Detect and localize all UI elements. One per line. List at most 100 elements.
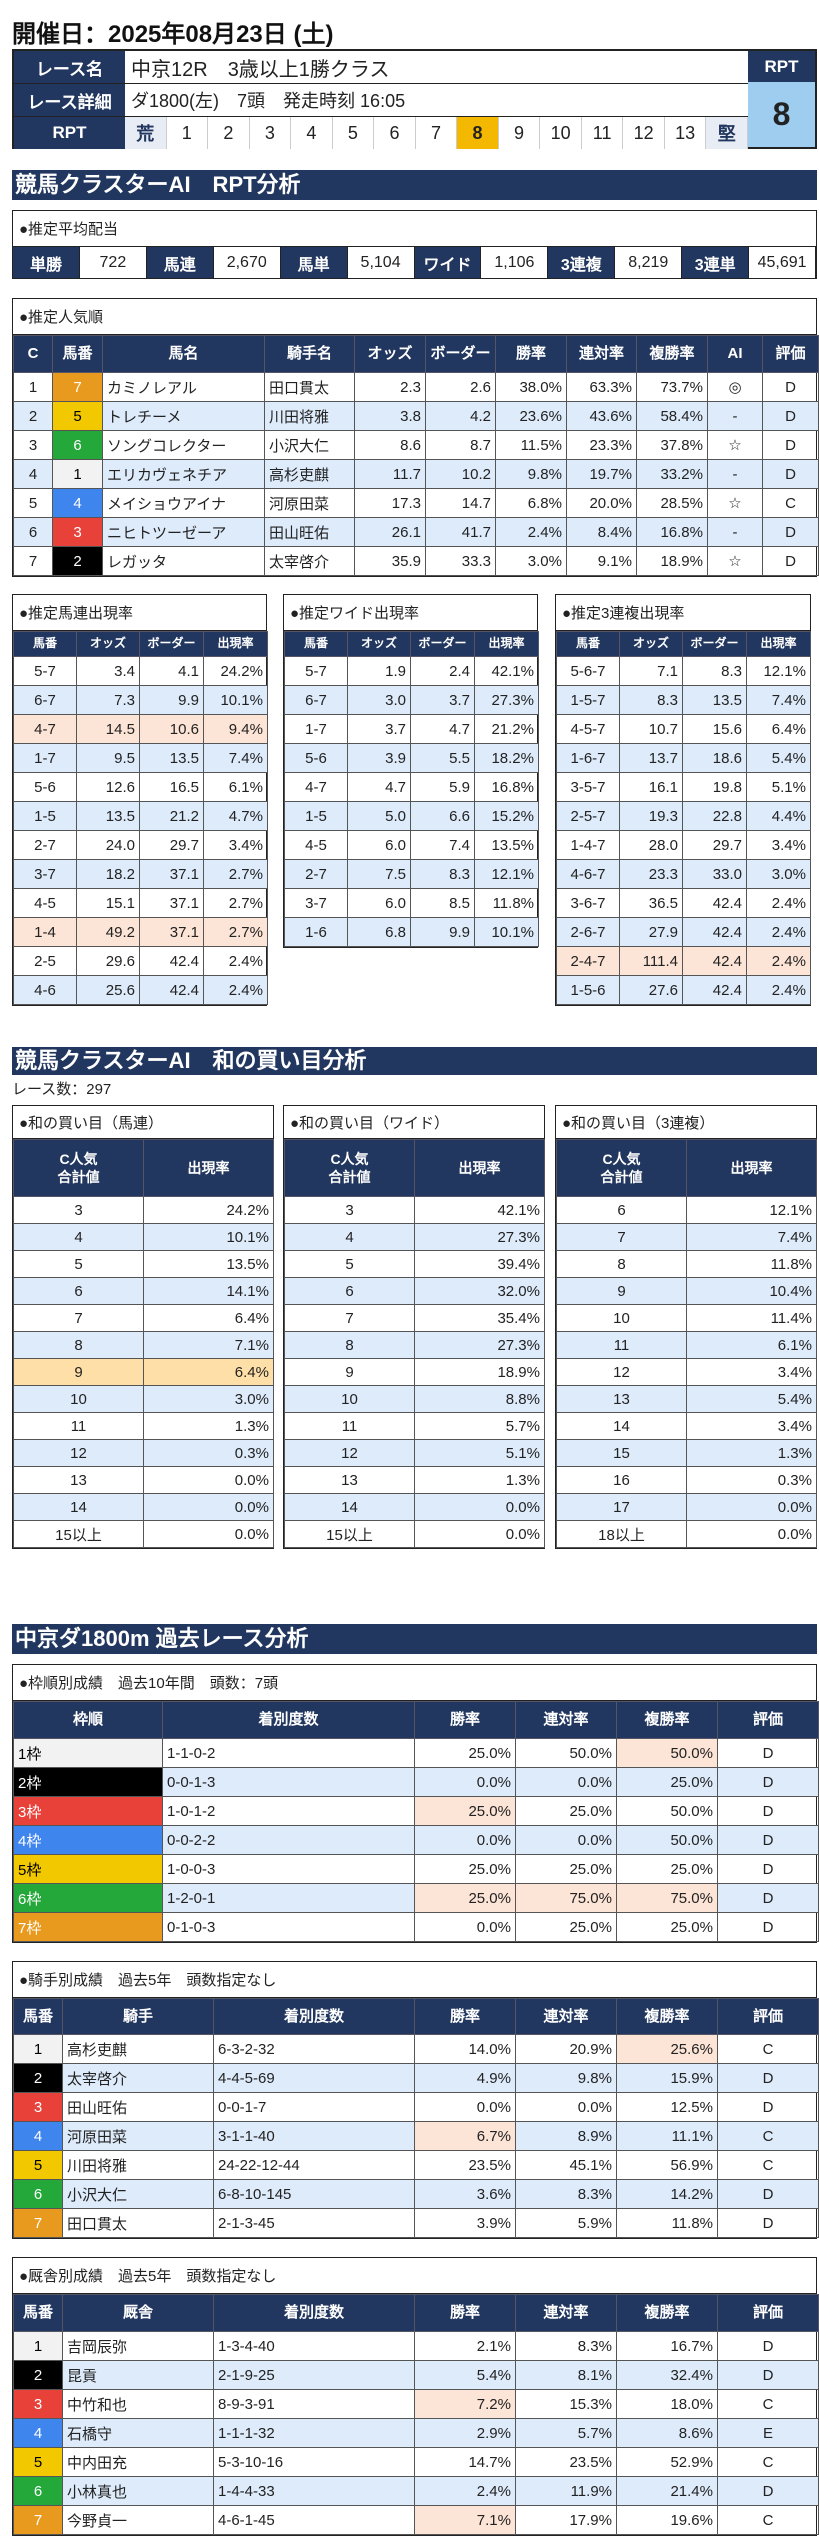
table-cell: 17 [556,1493,687,1521]
table-cell: 1 [13,372,53,402]
table-cell: 3.7 [347,714,411,744]
table-cell: 8.5 [410,888,475,918]
table-cell: 9 [13,1358,144,1386]
column-header: 出現率 [143,1139,274,1197]
table-cell: 25.0% [616,1767,718,1797]
column-header: ボーダー [139,631,204,657]
table-row: 12 5.1% [284,1439,545,1467]
table-cell: 0.0% [515,1825,617,1855]
table-cell: 3.0% [495,546,567,576]
table-cell: 5.1% [414,1439,545,1467]
table-cell: 4 [284,1223,415,1251]
table-cell: 73.7% [636,372,708,402]
table-cell: 4.2 [425,401,496,431]
frame-number-cell: 7枠 [13,1912,163,1942]
table-cell: トレチーメ [102,401,265,431]
frame-number-cell: 5 [52,401,103,431]
table-cell: 2.4 [410,656,475,686]
header-row: C人気 合計値 出現率 [284,1139,545,1197]
table-cell: 6.8 [347,917,411,947]
table-row: 5枠 1-0-0-3 25.0% 25.0% 25.0% D [13,1854,819,1884]
sum-umaren-table: C人気 合計値 出現率 3 24.2% 4 10.1% 5 13.5% 6 14.1% 7 6.4% 8… [13,1139,274,1548]
table-cell: 18.2% [474,743,539,773]
table-cell: 2.6 [425,372,496,402]
table-row: 5-6 12.6 16.5 6.1% [13,772,268,802]
gate-title: ●枠順別成績 過去10年間 頭数：7頭 [13,1665,816,1701]
table-cell: 1-0-1-2 [162,1796,415,1826]
rpt-scale-cell: 荒 [125,117,167,149]
table-cell: 中竹和也 [62,2389,214,2419]
table-cell: 8.3% [515,2331,617,2361]
table-cell: 0.0% [414,1825,516,1855]
table-cell: 5.0 [347,801,411,831]
table-cell: C [717,2389,819,2419]
column-header: オッズ [619,631,683,657]
table-row: 2-7 24.0 29.7 3.4% [13,830,268,860]
table-cell: 2.9% [414,2418,516,2448]
column-header: AI [707,335,763,373]
payout-label: 馬単 [280,247,348,278]
table-row: 7 6.4% [13,1304,274,1332]
column-header: 騎手 [62,1998,214,2035]
frame-number-cell: 3枠 [13,1796,163,1826]
frame-number-cell: 4 [13,2121,63,2151]
table-row: 2 太宰啓介 4-4-5-69 4.9% 9.8% 15.9% D [13,2063,819,2093]
column-header: 評価 [717,2294,819,2332]
table-cell: 4-5 [284,830,348,860]
frame-number-cell: 7 [13,2505,63,2535]
table-row: 4-7 14.5 10.6 9.4% [13,714,268,744]
table-cell: 13 [556,1385,687,1413]
column-header: ボーダー [410,631,475,657]
table-cell: 28.5% [636,488,708,518]
table-cell: 15.2% [474,801,539,831]
table-cell: 8.3 [410,859,475,889]
table-cell: 1-3-4-40 [213,2331,415,2361]
table-cell: 0.0% [414,1520,545,1548]
table-cell: ニヒトツーゼーア [102,517,265,547]
table-cell: 5-7 [13,656,77,686]
table-cell: ☆ [707,430,763,460]
frame-number-cell: 2枠 [13,1767,163,1797]
table-cell: 1-5 [13,801,77,831]
rpt-scale: 荒 1 2 3 4 5 6 7 8 9 10 11 12 13 堅 [125,117,748,149]
table-cell: 63.3% [566,372,637,402]
column-header: 馬番 [13,631,77,657]
table-cell: 8.7 [425,430,496,460]
table-row: 9 6.4% [13,1358,274,1386]
table-cell: 14.1% [143,1277,274,1305]
table-row: 3 24.2% [13,1196,274,1224]
frame-number-cell: 2 [13,2063,63,2093]
past-analysis-banner: 中京ダ1800m 過去レース分析 [12,1624,817,1654]
table-cell: D [717,2331,819,2361]
table-cell: 11 [13,1412,144,1440]
table-cell: 小林真也 [62,2476,214,2506]
table-row: 7 2 レガッタ 太宰啓介 35.9 33.3 3.0% 9.1% 18.9% ☆ D [13,546,819,576]
table-cell: 1-2-0-1 [162,1883,415,1913]
table-cell: 6 [13,1277,144,1305]
column-header: ボーダー [425,335,496,373]
table-cell: 0.3% [686,1466,817,1494]
table-cell: 6 [556,1196,687,1224]
table-cell: 4-6 [13,975,77,1005]
table-row: 15以上 0.0% [13,1520,274,1548]
table-row: 5 中内田充 5-3-10-16 14.7% 23.5% 52.9% C [13,2447,819,2477]
table-cell: 7.1% [414,2505,516,2535]
table-cell: 42.4 [682,917,747,947]
jockey-table: 馬番 騎手 着別度数 勝率 連対率 複勝率 評価 1 高杉吏麒 6-3-2-32 14.0% 20.9… [13,1998,819,2238]
table-cell: 27.9 [619,917,683,947]
header-row: C 馬番 馬名 騎手名 オッズ ボーダー 勝率 連対率 複勝率 AI 評価 [13,335,819,373]
table-cell: 16.1 [619,772,683,802]
table-cell: 3.4% [686,1412,817,1440]
table-cell: 7 [13,1304,144,1332]
table-row: 5-7 1.9 2.4 42.1% [284,656,539,686]
table-cell: 15以上 [284,1520,415,1548]
table-cell: 4-5-7 [556,714,620,744]
table-cell: D [717,2179,819,2209]
gate-box: ●枠順別成績 過去10年間 頭数：7頭 枠順 着別度数 勝率 連対率 複勝率 評価 1枠 1-1… [12,1664,819,1943]
table-cell: 2 [13,401,53,431]
umaren-box: ●推定馬連出現率 馬番 オッズ ボーダー 出現率 5-7 3.4 4.1 24.2% 6-7 7.3… [12,594,268,1006]
header-row: 馬番 オッズ ボーダー 出現率 [13,631,268,657]
column-header: 出現率 [203,631,268,657]
table-cell: 河原田菜 [264,488,355,518]
table-cell: 1-5-6 [556,975,620,1005]
